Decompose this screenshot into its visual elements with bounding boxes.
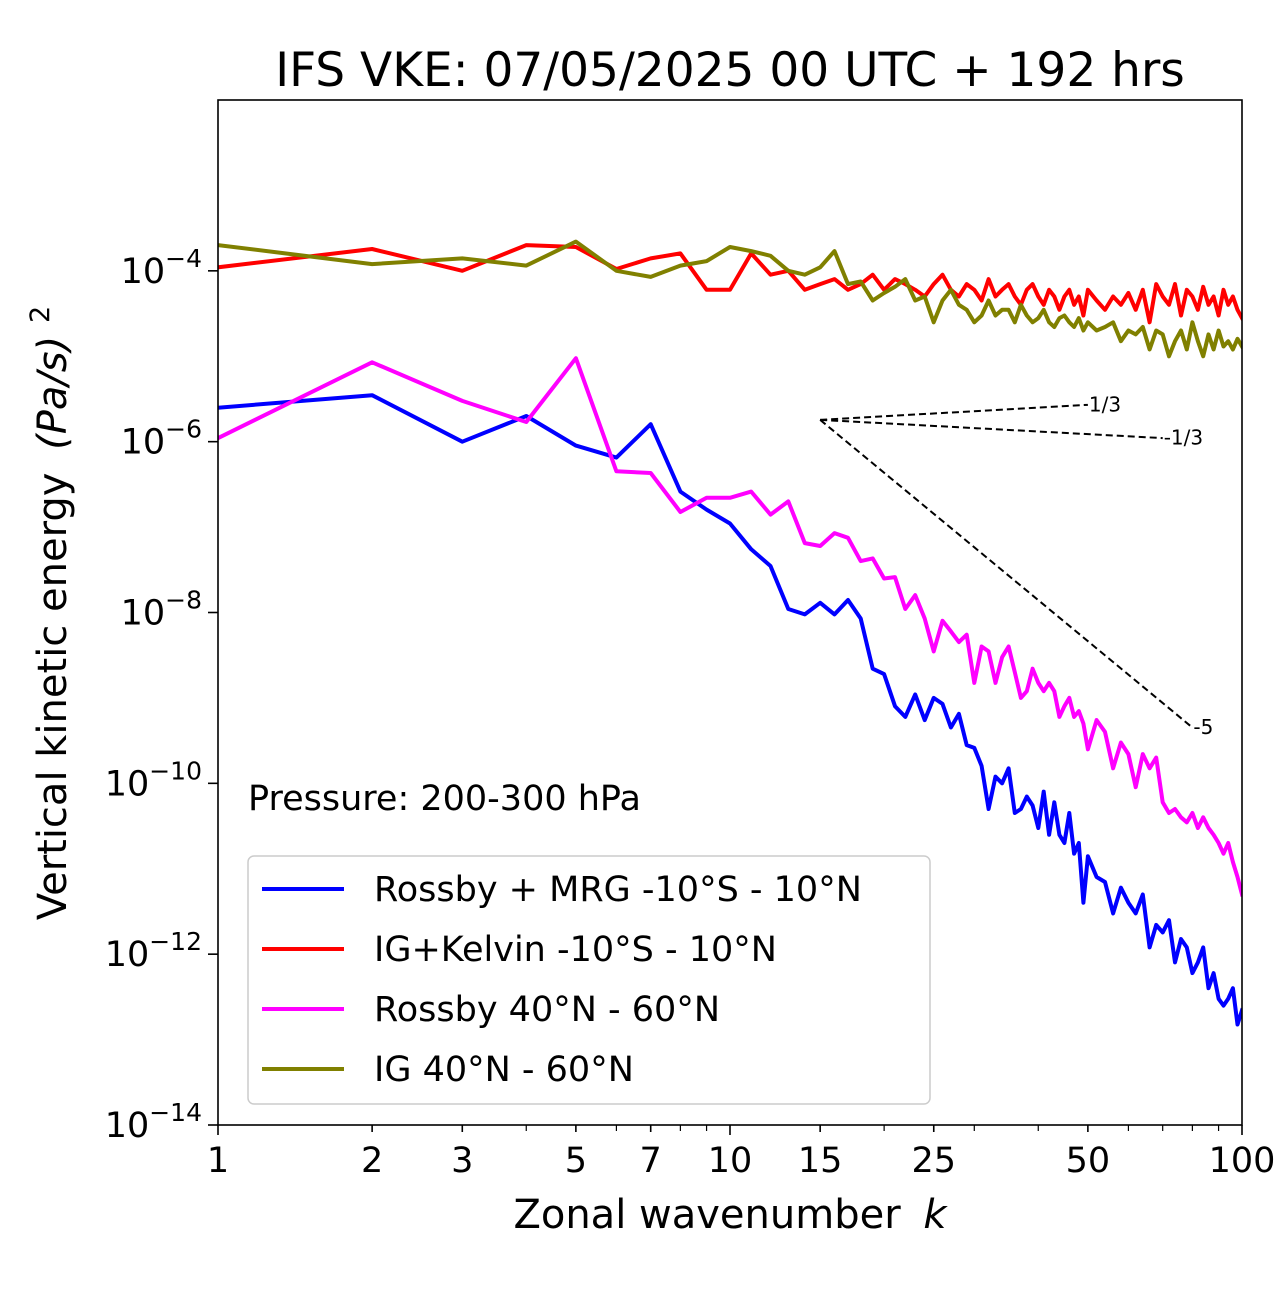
x-tick-label-10: 100 (1209, 1141, 1276, 1181)
reference-line-3 (819, 419, 1194, 729)
series-line-4 (218, 239, 1242, 359)
pressure-annotation: Pressure: 200-300 hPa (248, 779, 641, 819)
x-tick-label-5: 7 (640, 1141, 662, 1181)
y-tick-label-1: 10−14 (105, 1098, 202, 1146)
x-axis-label-var: k (923, 1192, 948, 1238)
reference-line-1 (820, 403, 1088, 421)
y-axis-label-exp: 2 (25, 306, 56, 323)
x-axis-label: Zonal wavenumber k (513, 1192, 948, 1238)
y-tick-label-5: 10−6 (121, 415, 202, 463)
reference-line-label-1: 1/3 (1089, 392, 1121, 416)
reference-line-2 (820, 418, 1163, 440)
chart-title: IFS VKE: 07/05/2025 00 UTC + 192 hrs (275, 43, 1185, 98)
legend: Rossby + MRG -10°S - 10°N IG+Kelvin -10°S… (247, 855, 931, 1105)
y-tick-label-4: 10−8 (121, 586, 202, 634)
legend-label-1: Rossby + MRG -10°S - 10°N (374, 870, 862, 910)
x-tick-label-3: 3 (451, 1141, 473, 1181)
x-tick-label-7: 15 (798, 1141, 843, 1181)
reference-line-label-2: -1/3 (1164, 426, 1203, 450)
series-line-1 (218, 393, 1242, 1027)
reference-lines: 1/3 -1/3 -5 (819, 392, 1213, 739)
x-tick-label-6: 10 (708, 1141, 753, 1181)
series-line-3 (218, 356, 1242, 897)
legend-label-2: IG+Kelvin -10°S - 10°N (374, 930, 777, 970)
x-tick-label-1: 1 (207, 1141, 229, 1181)
y-axis-label: Vertical kinetic energy (Pa/s) 2 (25, 306, 76, 920)
legend-label-4: IG 40°N - 60°N (374, 1050, 634, 1090)
reference-line-label-3: -5 (1193, 715, 1213, 739)
svg-text:Vertical kinetic energy: Vertical kinetic energy (Pa/s) 2 (25, 306, 76, 920)
series-line-2 (218, 243, 1242, 325)
y-tick-label-2: 10−12 (105, 927, 202, 975)
axis-ticks: 1 2 3 5 7 10 15 25 50 100 10−14 10−12 10−10 10−8 10−6 1… (105, 244, 1276, 1181)
y-tick-label-3: 10−10 (105, 756, 202, 804)
y-axis-label-unit: (Pa/s) (30, 336, 76, 450)
x-tick-label-9: 50 (1066, 1141, 1111, 1181)
series-lines (218, 239, 1242, 1027)
x-tick-label-8: 25 (911, 1141, 956, 1181)
legend-label-3: Rossby 40°N - 60°N (374, 990, 720, 1030)
y-tick-label-6: 10−4 (121, 244, 202, 292)
y-axis-label-text: Vertical kinetic energy (30, 473, 76, 921)
x-axis-label-text: Zonal wavenumber (513, 1192, 901, 1238)
x-tick-label-2: 2 (361, 1141, 383, 1181)
legend-box (247, 855, 931, 1105)
plot-area-frame (217, 99, 1243, 1126)
x-tick-label-4: 5 (565, 1141, 587, 1181)
